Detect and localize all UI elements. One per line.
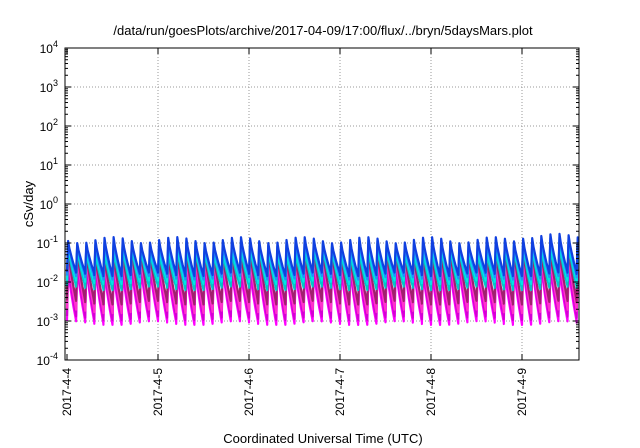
y-tick-label: 10-1 — [37, 234, 58, 251]
y-tick-label: 10-2 — [37, 273, 58, 290]
y-tick-label: 10-4 — [37, 351, 58, 368]
series-line — [65, 244, 579, 306]
y-tick-label: 10-3 — [37, 312, 58, 329]
tick-layer — [65, 47, 579, 361]
x-tick-label: 2017-4-5 — [151, 368, 165, 416]
series-line — [65, 249, 579, 315]
x-tick-labels: 2017-4-4 2017-4-5 2017-4-6 2017-4-7 2017-4-8… — [60, 368, 529, 416]
y-tick-label: 102 — [40, 117, 58, 134]
x-tick-label: 2017-4-8 — [424, 368, 438, 416]
series-line — [65, 242, 579, 292]
x-tick-label: 2017-4-4 — [60, 368, 74, 416]
gridlines — [65, 48, 579, 360]
y-tick-label: 103 — [40, 78, 58, 95]
x-axis-label: Coordinated Universal Time (UTC) — [223, 431, 422, 446]
y-axis-label: cSv/day — [21, 180, 36, 227]
series-line — [65, 256, 579, 322]
y-tick-label: 100 — [40, 195, 58, 212]
chart-title: /data/run/goesPlots/archive/2017-04-09/1… — [113, 23, 533, 38]
y-tick-label: 101 — [40, 156, 58, 173]
x-tick-label: 2017-4-6 — [242, 368, 256, 416]
x-tick-label: 2017-4-7 — [333, 368, 347, 416]
x-tick-label: 2017-4-9 — [515, 368, 529, 416]
y-tick-label: 104 — [40, 39, 58, 56]
series-line — [65, 232, 579, 278]
y-tick-labels: 10-4 10-3 10-2 10-1 100 101 102 103 104 — [37, 39, 58, 368]
data-series — [65, 232, 579, 326]
